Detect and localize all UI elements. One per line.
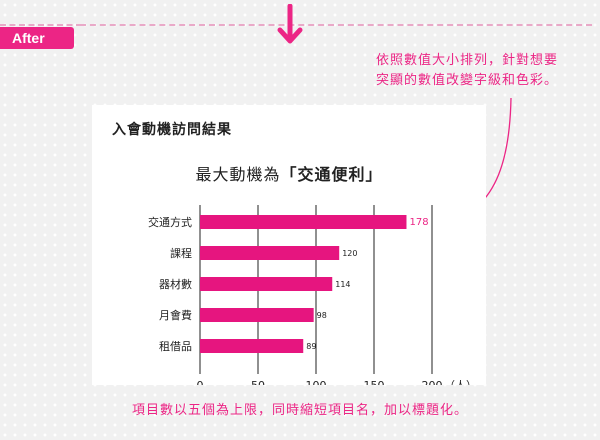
category-label: 課程 <box>170 246 192 260</box>
bar-4 <box>200 339 304 353</box>
category-label: 月會費 <box>159 308 192 322</box>
header-dashed-line <box>80 24 592 26</box>
bar-2 <box>200 277 333 291</box>
category-label: 器材數 <box>159 277 192 291</box>
x-unit-label: （人） <box>444 379 477 385</box>
bar-chart: 0 50 100 150 200（人） 交通方式 178 課程 120 器材數 114 月會費 98 租借… <box>148 205 477 385</box>
bar-0 <box>200 215 407 229</box>
x-tick-label: 200 <box>422 379 443 385</box>
data-label: 89 <box>306 342 316 351</box>
down-arrow-icon <box>277 4 303 44</box>
chart-title-open-quote: 「 <box>280 165 298 184</box>
chart-title-highlight: 交通便利 <box>297 165 366 184</box>
chart-title-prefix: 最大動機為 <box>195 165 281 184</box>
after-tag: After <box>0 27 74 49</box>
bar-3 <box>200 308 314 322</box>
x-tick-label: 100 <box>306 379 327 385</box>
bar-1 <box>200 246 340 260</box>
panel-title: 入會動機訪問結果 <box>112 122 232 138</box>
chart-panel: 入會動機訪問結果 最大動機為「交通便利」 0 50 100 150 200（人） 交通方式… <box>92 105 486 385</box>
category-label: 交通方式 <box>148 215 192 229</box>
callout-line-1: 依照數值大小排列，針對想要 <box>376 53 559 68</box>
chart-title: 最大動機為「交通便利」 <box>92 161 486 185</box>
x-tick-label: 150 <box>364 379 385 385</box>
header-dashed-line-left <box>0 24 82 26</box>
data-label: 114 <box>335 280 350 289</box>
category-label: 租借品 <box>159 340 192 353</box>
x-tick-label: 0 <box>197 379 204 385</box>
data-label: 98 <box>317 311 327 320</box>
chart-title-close-quote: 」 <box>365 165 383 184</box>
callout-note: 依照數值大小排列，針對想要 突顯的數值改變字級和色彩。 <box>376 51 596 91</box>
data-label: 120 <box>342 249 357 258</box>
callout-line-2: 突顯的數值改變字級和色彩。 <box>376 73 559 88</box>
caption-note: 項目數以五個為上限，同時縮短項目名，加以標題化。 <box>131 403 468 418</box>
data-label: 178 <box>409 217 428 228</box>
x-tick-label: 50 <box>251 379 265 385</box>
